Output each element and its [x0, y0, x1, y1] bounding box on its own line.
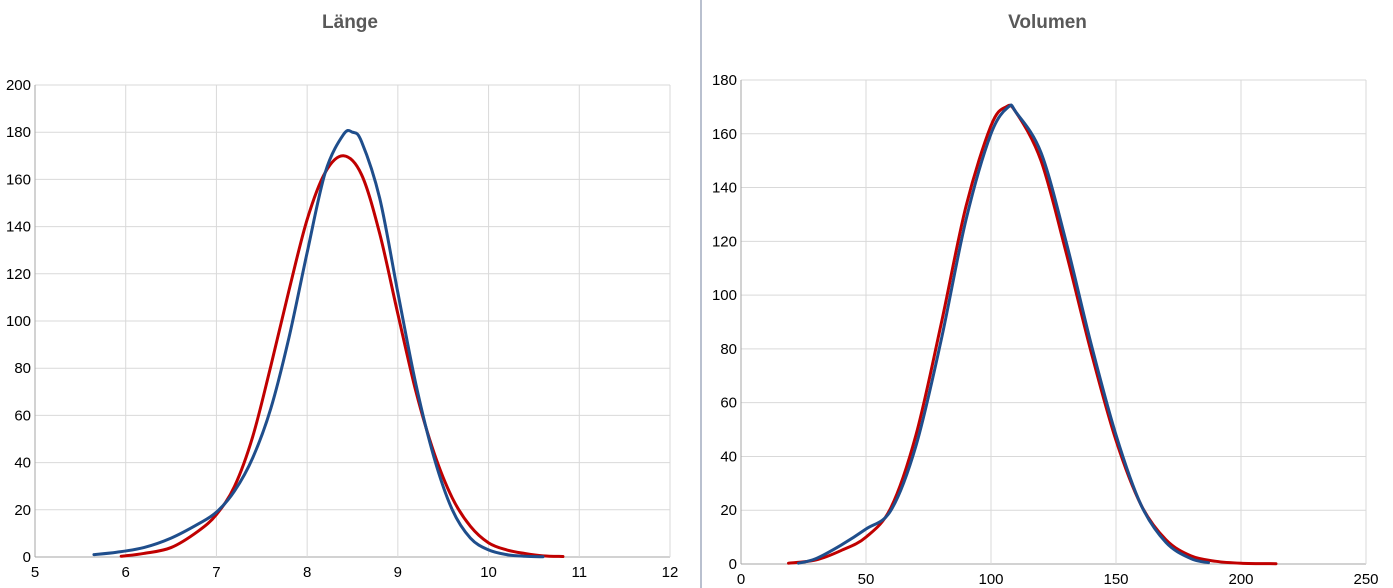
y-tick-label: 120: [712, 233, 737, 250]
y-tick-label: 0: [729, 556, 737, 573]
x-tick-label: 12: [662, 564, 679, 581]
x-tick-label: 50: [858, 571, 875, 588]
x-tick-label: 11: [571, 564, 587, 581]
y-tick-label: 120: [6, 266, 31, 283]
y-tick-label: 180: [6, 124, 31, 141]
y-tick-label: 0: [23, 549, 31, 566]
x-tick-label: 9: [394, 564, 402, 581]
y-tick-label: 40: [14, 455, 31, 472]
chart-laenge: 0 20 40 60 80 100 120 140 160 180 200 5 6 7 8 9 10 11 12: [6, 77, 679, 581]
chart-title-volumen: Volumen: [1008, 12, 1087, 33]
y-tick-label: 180: [712, 72, 737, 89]
y-tick-label: 60: [720, 395, 737, 412]
grid: [34, 84, 671, 558]
x-tick-label: 100: [978, 571, 1003, 588]
x-tick-label: 7: [212, 564, 220, 581]
series-line-1: [787, 103, 1278, 566]
x-tick-label: 10: [480, 564, 497, 581]
y-tick-label: 160: [6, 171, 31, 188]
x-tick-label: 150: [1103, 571, 1128, 588]
x-tick-labels: 0 50 100 150 200 250: [737, 571, 1379, 588]
x-tick-label: 6: [122, 564, 130, 581]
chart-volumen: 0 20 40 60 80 100 120 140 160 180 0 50 100 150 200 250: [712, 72, 1379, 588]
y-tick-labels: 0 20 40 60 80 100 120 140 160 180: [712, 72, 737, 573]
x-tick-label: 250: [1353, 571, 1378, 588]
panel-divider: [700, 0, 702, 588]
y-tick-label: 100: [712, 287, 737, 304]
y-tick-label: 40: [720, 448, 737, 465]
x-tick-label: 0: [737, 571, 745, 588]
chart-panel-volumen: Volumen 0 20 40 60 80 100 120 140 160 180 0 50 100 15…: [702, 0, 1393, 588]
series-line-1: [119, 154, 565, 559]
series-line-2: [797, 103, 1210, 565]
chart-panel-laenge: Länge 0 20 40 60 80 100 120 140 160 180 200 5 6 7 8 9 10…: [6, 12, 679, 581]
y-tick-label: 20: [14, 502, 31, 519]
y-tick-label: 20: [720, 502, 737, 519]
y-tick-label: 200: [6, 77, 31, 94]
chart-title-laenge: Länge: [322, 12, 378, 33]
series-line-2: [92, 128, 545, 559]
y-tick-labels: 0 20 40 60 80 100 120 140 160 180 200: [6, 77, 31, 566]
x-tick-label: 5: [31, 564, 39, 581]
grid: [740, 79, 1367, 565]
y-tick-label: 60: [14, 407, 31, 424]
x-tick-labels: 5 6 7 8 9 10 11 12: [31, 564, 679, 581]
y-tick-label: 80: [720, 341, 737, 358]
y-tick-label: 100: [6, 313, 31, 330]
y-tick-label: 140: [6, 219, 31, 236]
x-tick-label: 200: [1228, 571, 1253, 588]
y-tick-label: 140: [712, 180, 737, 197]
y-tick-label: 160: [712, 126, 737, 143]
y-tick-label: 80: [14, 360, 31, 377]
x-tick-label: 8: [303, 564, 311, 581]
